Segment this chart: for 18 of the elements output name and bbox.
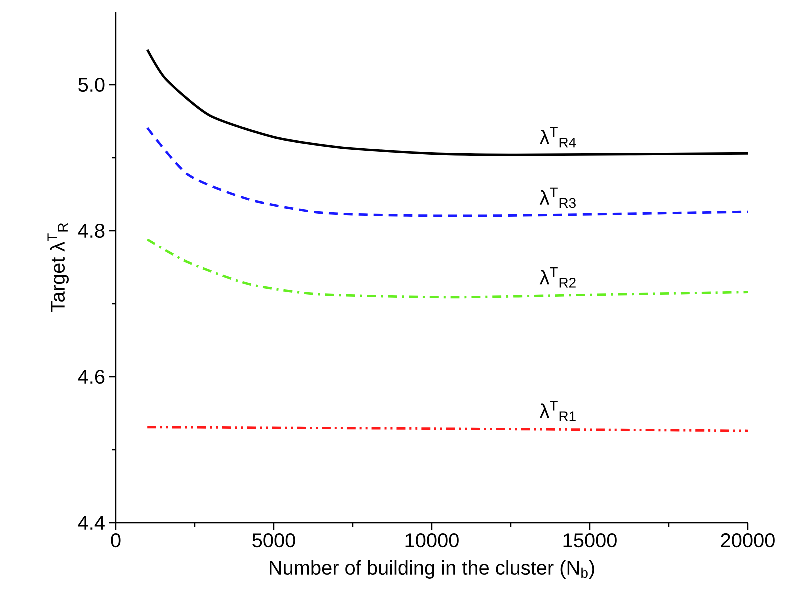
line-series	[146, 48, 750, 156]
line-series	[146, 126, 750, 218]
x-axis-title: Number of building in the cluster (N$_{b}$)	[270, 560, 594, 579]
y-tick-label: 5.0	[78, 78, 105, 92]
x-tick-label: 0	[111, 534, 121, 548]
series-label: λ$^{T}$R3	[540, 188, 576, 208]
line-series	[146, 238, 750, 299]
y-axis-title: Target λ$^{T}$R	[48, 223, 69, 312]
series-label: λ$^{T}$R1	[540, 401, 576, 422]
x-tick-label: 5000	[252, 534, 296, 548]
y-tick-label: 4.4	[78, 516, 105, 530]
x-tick-label: 15000	[564, 534, 617, 548]
y-tick-label: 4.6	[78, 370, 105, 384]
x-tick-label: 20000	[721, 534, 775, 548]
x-tick-label: 10000	[406, 534, 459, 548]
series-label: λ$^{T}$R4	[540, 127, 576, 148]
series-label: λ$^{T}$R2	[540, 268, 576, 288]
y-tick-label: 4.8	[78, 224, 105, 238]
